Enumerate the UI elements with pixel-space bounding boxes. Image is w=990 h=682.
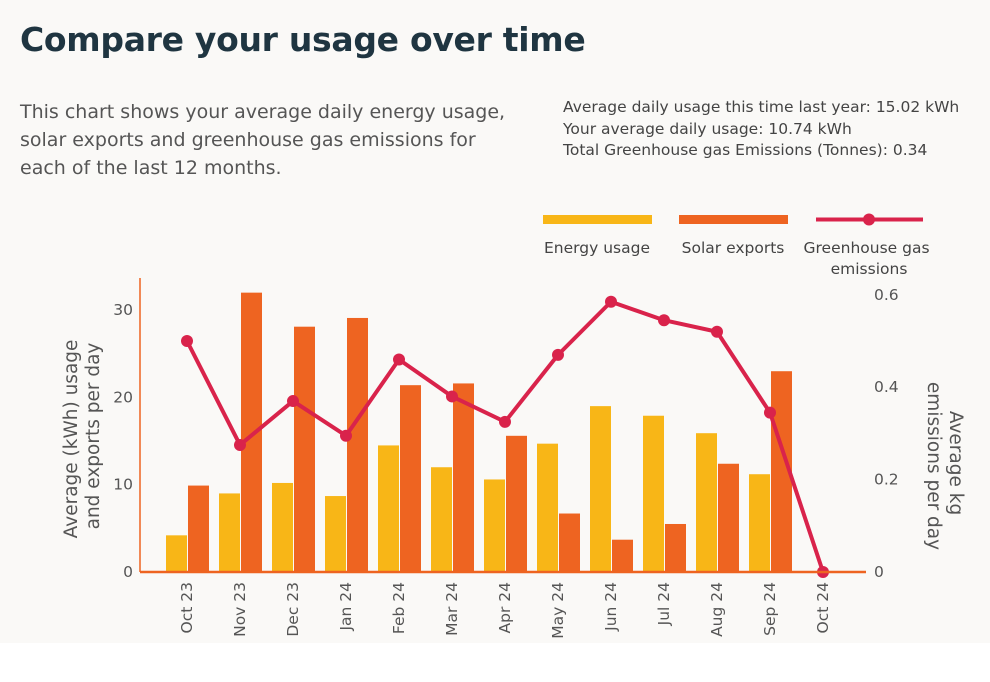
bar-energy[interactable] <box>431 467 452 572</box>
emissions-marker[interactable] <box>181 335 193 347</box>
legend-marker-emissions <box>863 213 875 226</box>
x-tick-label: Feb 24 <box>390 582 408 634</box>
usage-stats: Average daily usage this time last year:… <box>563 97 963 162</box>
y-tick-label: 0 <box>123 563 133 581</box>
x-tick-label: Sep 24 <box>761 582 779 636</box>
bar-solar[interactable] <box>718 463 739 572</box>
legend-item-emissions[interactable]: Greenhouse gas emissions <box>804 213 935 279</box>
x-tick-label: Oct 24 <box>814 582 832 633</box>
emissions-marker[interactable] <box>393 353 405 366</box>
emissions-marker[interactable] <box>234 438 246 451</box>
y2-tick-label: 0 <box>874 563 884 581</box>
emissions-marker[interactable] <box>287 395 299 408</box>
bar-energy[interactable] <box>219 493 240 572</box>
emissions-marker[interactable] <box>658 314 670 327</box>
x-tick-label: Jul 24 <box>655 582 673 626</box>
x-tick-label: Oct 23 <box>178 582 196 633</box>
bar-solar[interactable] <box>188 485 209 572</box>
emissions-marker[interactable] <box>764 406 776 419</box>
y-tick-label: 20 <box>113 388 133 406</box>
bar-energy[interactable] <box>749 474 770 572</box>
y2-tick-label: 0.6 <box>874 286 899 304</box>
axes: 0 10 20 30 0 0.2 0.4 0.6 Oct 23 Nov 23 Dec 23 Jan 2… <box>113 278 899 639</box>
legend-item-solar[interactable]: Solar exports <box>679 215 788 257</box>
bar-solar[interactable] <box>241 292 262 572</box>
bar-solar[interactable] <box>294 326 315 572</box>
y-tick-label: 10 <box>113 476 133 494</box>
bar-solar[interactable] <box>400 385 421 572</box>
legend: Energy usage Solar exports Greenhouse ga… <box>543 213 935 279</box>
x-tick-label: Jun 24 <box>602 582 620 632</box>
bar-energy[interactable] <box>325 496 346 572</box>
y2-tick-label: 0.2 <box>874 471 899 489</box>
y-axis-title: Average (kWh) usage and exports per day <box>61 334 104 539</box>
bar-energy[interactable] <box>696 433 717 572</box>
x-tick-label: Dec 23 <box>284 582 302 637</box>
legend-swatch-solar <box>679 215 788 224</box>
bar-energy[interactable] <box>378 445 399 572</box>
bar-energy[interactable] <box>166 535 187 572</box>
usage-chart: Energy usage Solar exports Greenhouse ga… <box>61 213 966 639</box>
legend-label-emissions: Greenhouse gas emissions <box>804 239 935 278</box>
x-tick-label: Jan 24 <box>337 582 355 632</box>
emissions-marker[interactable] <box>446 390 458 403</box>
y2-tick-label: 0.4 <box>874 378 899 396</box>
chart-description: This chart shows your average daily ener… <box>20 101 506 179</box>
stat-total-emissions: Total Greenhouse gas Emissions (Tonnes):… <box>563 141 928 159</box>
bar-energy[interactable] <box>484 479 505 572</box>
emissions-marker[interactable] <box>340 429 352 442</box>
emissions-marker[interactable] <box>499 415 511 428</box>
legend-label-solar: Solar exports <box>682 239 785 257</box>
bar-energy[interactable] <box>537 443 558 572</box>
x-tick-label: May 24 <box>549 582 567 639</box>
emissions-marker[interactable] <box>552 348 564 361</box>
bar-solar[interactable] <box>453 383 474 572</box>
y-tick-label: 30 <box>113 301 133 319</box>
chart-panel: Compare your usage over time This chart … <box>20 20 966 639</box>
bar-energy[interactable] <box>272 482 293 572</box>
bar-solar[interactable] <box>347 317 368 572</box>
bar-energy[interactable] <box>643 415 664 572</box>
stat-last-year: Average daily usage this time last year:… <box>563 98 960 116</box>
bar-solar[interactable] <box>665 523 686 572</box>
legend-swatch-energy <box>543 215 652 224</box>
x-tick-label: Aug 24 <box>708 582 726 637</box>
page-title: Compare your usage over time <box>20 20 586 59</box>
stat-average-usage: Your average daily usage: 10.74 kWh <box>563 119 852 138</box>
legend-item-energy[interactable]: Energy usage <box>543 215 652 257</box>
bar-solar[interactable] <box>559 513 580 572</box>
bars <box>166 292 792 572</box>
x-tick-label: Apr 24 <box>496 582 514 633</box>
emissions-marker[interactable] <box>711 325 723 338</box>
x-tick-label: Mar 24 <box>443 582 461 636</box>
emissions-series <box>181 295 829 578</box>
bar-solar[interactable] <box>771 371 792 572</box>
bar-energy[interactable] <box>590 406 611 572</box>
bar-solar[interactable] <box>506 435 527 572</box>
y2-axis-title: Average kg emissions per day <box>923 382 966 550</box>
x-tick-label: Nov 23 <box>231 582 249 637</box>
legend-label-energy: Energy usage <box>544 239 650 257</box>
bar-solar[interactable] <box>612 539 633 572</box>
emissions-marker[interactable] <box>605 295 617 308</box>
